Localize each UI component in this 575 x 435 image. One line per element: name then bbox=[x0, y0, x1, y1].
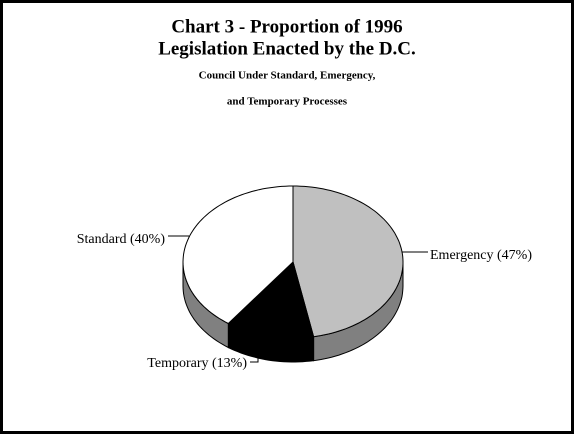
data-label: Temporary (13%) bbox=[147, 356, 247, 371]
leader-line bbox=[250, 348, 259, 363]
chart-title: Legislation Enacted by the D.C. bbox=[158, 38, 416, 59]
pie-slice bbox=[292, 185, 404, 338]
chart-subtitle: and Temporary Processes bbox=[227, 96, 348, 108]
data-label: Standard (40%) bbox=[77, 232, 166, 247]
data-label: Emergency (47%) bbox=[430, 248, 532, 263]
chart-title: Chart 3 - Proportion of 1996 bbox=[171, 16, 402, 37]
chart-subtitle: Council Under Standard, Emergency, bbox=[199, 70, 376, 82]
pie-slice bbox=[227, 261, 315, 339]
pie-slice bbox=[182, 185, 294, 325]
